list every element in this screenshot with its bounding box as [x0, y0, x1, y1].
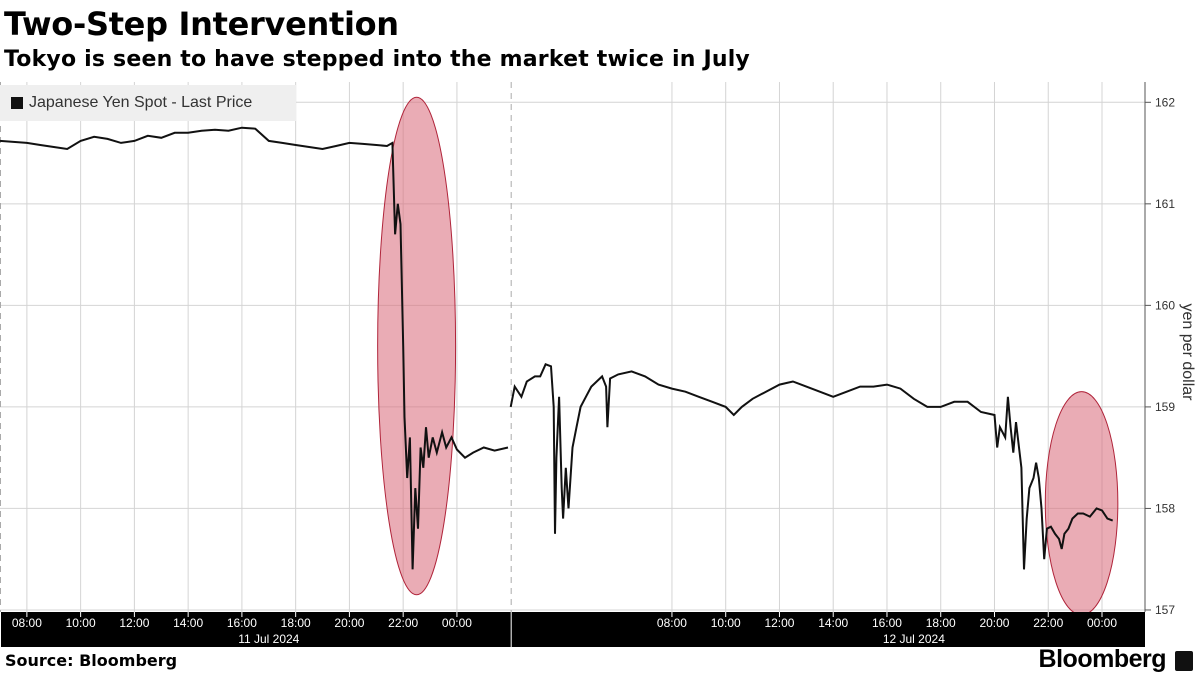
y-axis-label: yen per dollar [1179, 304, 1196, 402]
x-tick-label: 20:00 [979, 616, 1009, 630]
series-line [0, 126, 509, 570]
y-axis: 157 158 159 160 161 162 [1144, 82, 1175, 617]
brand-logo: Bloomberg [1038, 645, 1167, 673]
y-tick-label: 160 [1155, 298, 1175, 312]
x-axis-band [0, 612, 1145, 647]
x-tick-label: 16:00 [227, 616, 257, 630]
x-tick-label: 16:00 [872, 616, 902, 630]
y-tick-label: 157 [1155, 603, 1175, 617]
terminal-icon [1175, 651, 1193, 671]
x-tick-label: 22:00 [1033, 616, 1063, 630]
x-tick-label: 12:00 [119, 616, 149, 630]
x-date-label: 12 Jul 2024 [883, 632, 945, 646]
x-tick-label: 08:00 [12, 616, 42, 630]
x-axis: 08:00 10:00 12:00 14:00 16:00 18:00 20:00 22:00… [0, 612, 1145, 647]
series-lines [0, 126, 1114, 570]
legend-swatch [11, 97, 23, 109]
x-tick-label: 14:00 [818, 616, 848, 630]
x-tick-label: 18:00 [926, 616, 956, 630]
x-tick-label: 20:00 [334, 616, 364, 630]
chart-title: Two-Step Intervention [4, 5, 399, 43]
x-tick-label: 18:00 [281, 616, 311, 630]
y-tick-label: 159 [1155, 400, 1175, 414]
legend: Japanese Yen Spot - Last Price [0, 85, 296, 121]
x-tick-label: 14:00 [173, 616, 203, 630]
day-separators [0, 82, 512, 612]
chart-subtitle: Tokyo is seen to have stepped into the m… [4, 47, 750, 72]
source-note: Source: Bloomberg [5, 651, 178, 670]
series-line [509, 363, 1114, 570]
intervention-ellipse [1044, 391, 1119, 616]
x-tick-label: 00:00 [1087, 616, 1117, 630]
y-tick-label: 162 [1155, 95, 1175, 109]
x-tick-label: 22:00 [388, 616, 418, 630]
x-tick-label: 12:00 [764, 616, 794, 630]
x-tick-label: 08:00 [657, 616, 687, 630]
legend-label: Japanese Yen Spot - Last Price [29, 94, 253, 111]
x-tick-label: 10:00 [711, 616, 741, 630]
x-tick-label: 00:00 [442, 616, 472, 630]
x-date-label: 11 Jul 2024 [238, 632, 299, 646]
grid [0, 82, 1145, 612]
x-tick-label: 10:00 [66, 616, 96, 630]
y-tick-label: 158 [1155, 501, 1175, 515]
intervention-highlights [377, 96, 1119, 616]
y-tick-label: 161 [1155, 197, 1175, 211]
